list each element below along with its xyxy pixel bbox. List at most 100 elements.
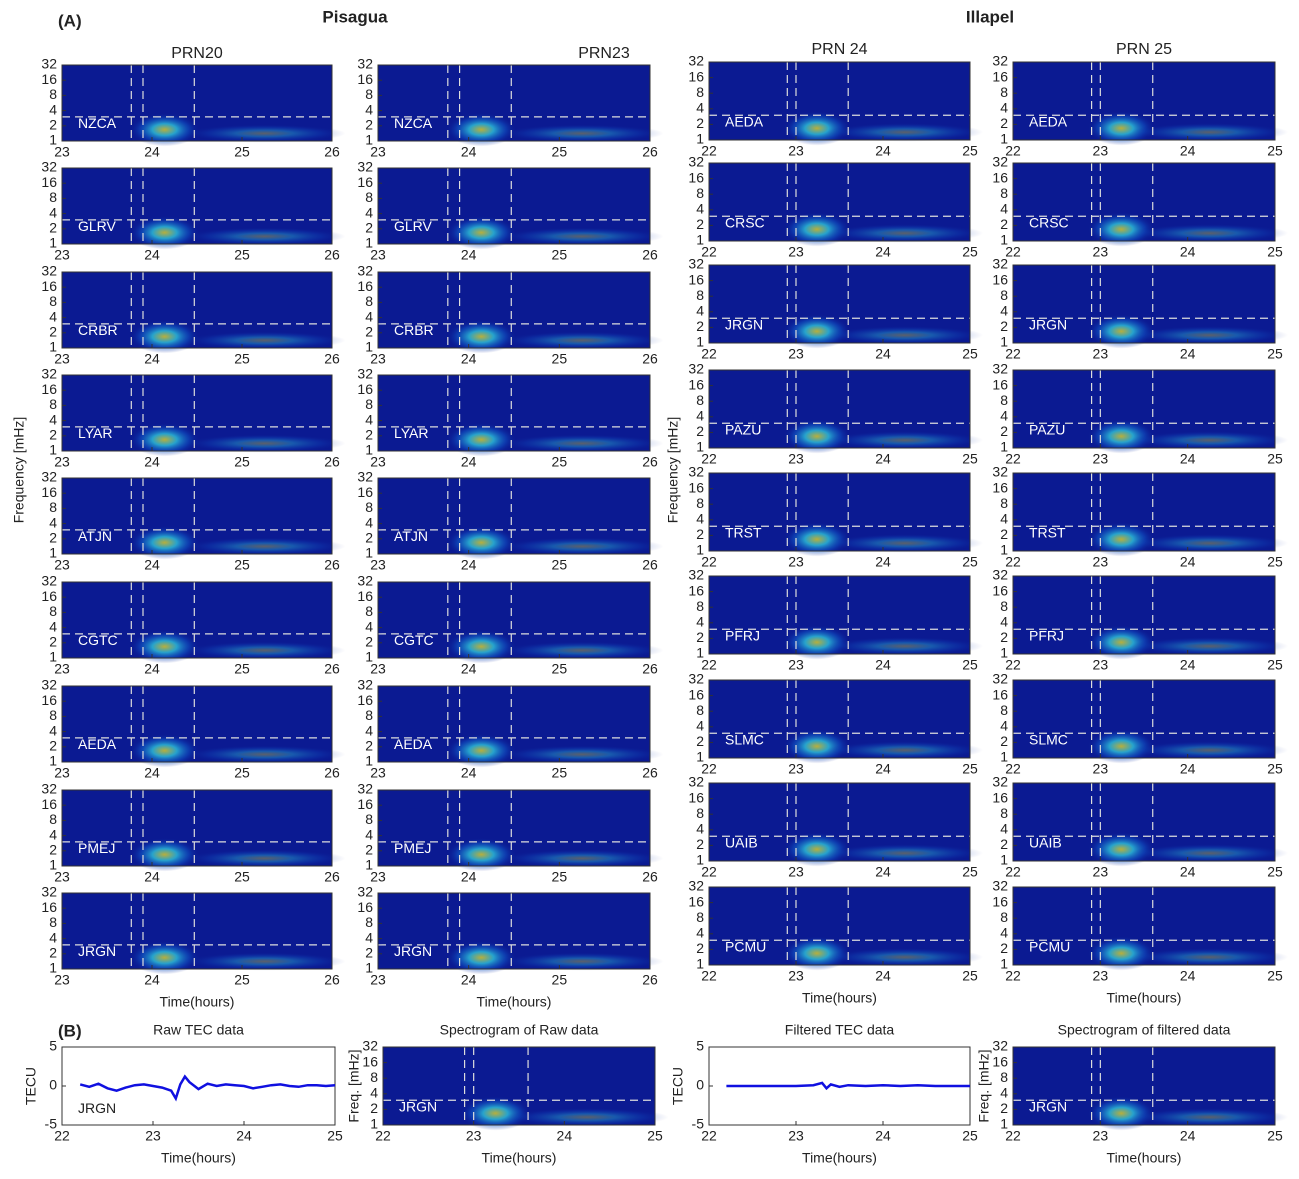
y-tick-label: -5 bbox=[692, 1116, 705, 1132]
spectrogram-energy bbox=[500, 434, 664, 453]
x-tick-label: 23 bbox=[370, 144, 386, 160]
y-tick-label: 2 bbox=[49, 220, 57, 236]
x-tick-label: 23 bbox=[788, 244, 804, 260]
y-tick-label: 1 bbox=[365, 339, 373, 355]
x-tick-label: 23 bbox=[54, 351, 70, 367]
x-tick-label: 26 bbox=[324, 454, 340, 470]
x-tick-label: 23 bbox=[54, 661, 70, 677]
y-tick-label: 32 bbox=[992, 774, 1008, 790]
x-axis-label: Time(hours) bbox=[477, 994, 552, 1010]
x-tick-label: 22 bbox=[1005, 244, 1021, 260]
axes-frame bbox=[377, 167, 651, 245]
x-tick-label: 24 bbox=[144, 351, 160, 367]
y-tick-label: 16 bbox=[992, 479, 1008, 495]
y-tick-label: 16 bbox=[992, 68, 1008, 84]
y-tick-label: 32 bbox=[688, 671, 704, 687]
x-axis-label: Time(hours) bbox=[1107, 1150, 1182, 1166]
x-tick-label: 22 bbox=[701, 244, 717, 260]
spectrogram-energy bbox=[782, 419, 851, 454]
axes-frame bbox=[377, 64, 651, 142]
y-tick-label: 1 bbox=[365, 649, 373, 665]
y-tick-label: 2 bbox=[365, 945, 373, 961]
y-tick-label: 1 bbox=[49, 857, 57, 873]
y-tick-label: 2 bbox=[1000, 1100, 1008, 1116]
spectrogram-energy bbox=[446, 319, 517, 354]
y-tick-label: 32 bbox=[357, 884, 373, 900]
x-tick-label: 25 bbox=[552, 972, 568, 988]
x-tick-label: 26 bbox=[642, 454, 658, 470]
y-tick-label: 8 bbox=[696, 702, 704, 718]
spectrogram-energy bbox=[1087, 625, 1156, 660]
axes-frame bbox=[1012, 369, 1276, 449]
y-axis-label: Frequency [mHz] bbox=[665, 417, 681, 524]
axes-frame bbox=[1012, 472, 1276, 552]
y-tick-label: 16 bbox=[688, 686, 704, 702]
spectrogram-energy bbox=[500, 537, 664, 556]
column-title: PRN 24 bbox=[811, 41, 867, 58]
spectrogram-energy bbox=[1087, 729, 1156, 764]
y-tick-label: 8 bbox=[49, 86, 57, 102]
x-tick-label: 25 bbox=[552, 351, 568, 367]
x-tick-label: 23 bbox=[788, 346, 804, 362]
y-tick-label: 4 bbox=[696, 100, 704, 116]
y-tick-label: 16 bbox=[688, 893, 704, 909]
x-tick-label: 23 bbox=[370, 661, 386, 677]
y-tick-label: 16 bbox=[688, 789, 704, 805]
x-tick-label: 24 bbox=[875, 143, 891, 159]
spectrogram-energy bbox=[183, 331, 346, 350]
tec-line bbox=[726, 1081, 970, 1091]
spectrogram-energy bbox=[183, 227, 346, 246]
x-tick-label: 22 bbox=[1005, 451, 1021, 467]
x-tick-label: 23 bbox=[54, 557, 70, 573]
axes-frame bbox=[1012, 782, 1276, 862]
y-tick-label: 32 bbox=[357, 366, 373, 382]
y-tick-label: 1 bbox=[696, 439, 704, 455]
x-tick-label: 24 bbox=[144, 972, 160, 988]
station-label: CGTC bbox=[78, 632, 118, 648]
axes-frame bbox=[1012, 61, 1276, 141]
station-label: SLMC bbox=[1029, 732, 1068, 748]
x-tick-label: 24 bbox=[1180, 554, 1196, 570]
y-tick-label: 1 bbox=[1000, 334, 1008, 350]
y-tick-label: 1 bbox=[1000, 439, 1008, 455]
x-tick-label: 24 bbox=[461, 557, 477, 573]
x-tick-label: 26 bbox=[324, 557, 340, 573]
x-tick-label: 25 bbox=[1267, 346, 1283, 362]
x-tick-label: 24 bbox=[875, 968, 891, 984]
y-tick-label: 8 bbox=[49, 707, 57, 723]
spectrogram-energy bbox=[129, 940, 200, 975]
station-label: JRGN bbox=[78, 943, 116, 959]
x-tick-label: 22 bbox=[1005, 864, 1021, 880]
x-tick-label: 22 bbox=[701, 554, 717, 570]
y-tick-label: 1 bbox=[49, 753, 57, 769]
spectrogram-energy bbox=[129, 422, 200, 457]
x-tick-label: 23 bbox=[788, 761, 804, 777]
station-label: JRGN bbox=[78, 1100, 116, 1116]
x-tick-label: 25 bbox=[234, 351, 250, 367]
axes-frame bbox=[377, 271, 651, 349]
x-tick-label: 24 bbox=[1180, 244, 1196, 260]
spectrogram-energy bbox=[826, 740, 984, 760]
x-tick-label: 22 bbox=[1005, 657, 1021, 673]
spectrogram-energy bbox=[460, 1096, 531, 1131]
y-tick-label: 4 bbox=[370, 1085, 378, 1101]
axes-frame bbox=[61, 789, 333, 867]
x-tick-label: 23 bbox=[54, 972, 70, 988]
y-tick-label: 32 bbox=[992, 361, 1008, 377]
y-tick-label: 8 bbox=[365, 396, 373, 412]
x-tick-label: 25 bbox=[552, 144, 568, 160]
y-tick-label: 2 bbox=[49, 427, 57, 443]
y-tick-label: 16 bbox=[688, 582, 704, 598]
station-label: AEDA bbox=[78, 736, 117, 752]
y-tick-label: 4 bbox=[696, 511, 704, 527]
station-label: CGTC bbox=[394, 632, 434, 648]
x-tick-label: 23 bbox=[788, 864, 804, 880]
axes-frame bbox=[61, 892, 333, 970]
y-tick-label: 8 bbox=[365, 707, 373, 723]
x-tick-label: 22 bbox=[701, 143, 717, 159]
spectrogram-energy bbox=[1087, 522, 1156, 557]
station-label: TRST bbox=[725, 525, 762, 541]
x-tick-label: 25 bbox=[552, 661, 568, 677]
spectrogram-energy bbox=[446, 215, 517, 250]
